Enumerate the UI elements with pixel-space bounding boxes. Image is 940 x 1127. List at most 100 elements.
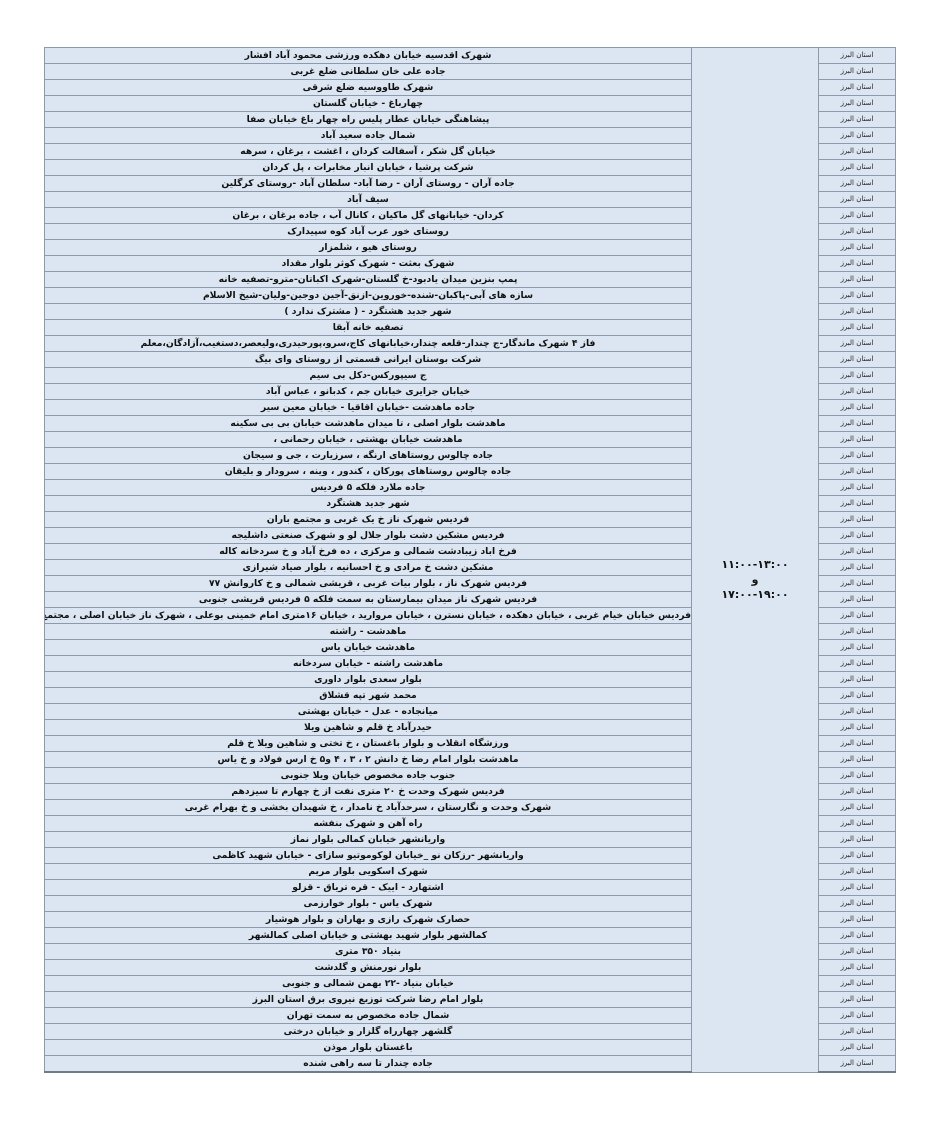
province-cell: استان البرز <box>818 159 896 176</box>
province-cell: استان البرز <box>818 1055 896 1073</box>
province-cell: استان البرز <box>818 399 896 416</box>
table-row: شهر جدید هشتگرد - ( مشترک ندارد ) استان ا… <box>44 303 896 320</box>
address-cell: روستای هیو ، شلمزار <box>44 239 692 256</box>
address-cell: خیابان گل شکر ، آسفالت کردان ، اغشت ، بر… <box>44 143 692 160</box>
address-cell: ج سیپورکس-دکل بی سیم <box>44 367 692 384</box>
table-row: کردان- خیابانهای گل ماکیان ، کانال آب ، … <box>44 207 896 224</box>
table-row: شهرک یاس - بلوار خوارزمی استان البرز <box>44 895 896 912</box>
province-cell: استان البرز <box>818 559 896 576</box>
province-cell: استان البرز <box>818 415 896 432</box>
table-row: سازه های آبی-پاکبان-شنده-خوروین-ازنق-آجی… <box>44 287 896 304</box>
province-cell: استان البرز <box>818 735 896 752</box>
address-cell: واریانشهر خیابان کمالی بلوار نماز <box>44 831 692 848</box>
province-cell: استان البرز <box>818 191 896 208</box>
province-cell: استان البرز <box>818 543 896 560</box>
address-cell: شمال جاده مخصوص به سمت تهران <box>44 1007 692 1024</box>
address-cell: بلوار امام رضا شرکت توزیع نیروی برق استا… <box>44 991 692 1008</box>
address-cell: شهر جدید هشتگرد <box>44 495 692 512</box>
table-row: فاز ۴ شهرک ماندگار-ج چندار-قلعه چندار،خی… <box>44 335 896 352</box>
address-cell: فردیس مشکین دشت بلوار جلال لو و شهرک صنع… <box>44 527 692 544</box>
province-cell: استان البرز <box>818 111 896 128</box>
province-cell: استان البرز <box>818 1007 896 1024</box>
table-row: ورزشگاه انقلاب و بلوار باغستان ، خ تختی … <box>44 735 896 752</box>
address-cell: کردان- خیابانهای گل ماکیان ، کانال آب ، … <box>44 207 692 224</box>
address-cell: ماهدشت خیابان بهشتی ، خیابان رحمانی ، <box>44 431 692 448</box>
table-row: خیابان گل شکر ، آسفالت کردان ، اغشت ، بر… <box>44 143 896 160</box>
province-cell: استان البرز <box>818 527 896 544</box>
province-cell: استان البرز <box>818 975 896 992</box>
address-cell: محمد شهر تپه قشلاق <box>44 687 692 704</box>
address-cell: خیابان بنیاد -۲۲ بهمن شمالی و جنوبی <box>44 975 692 992</box>
address-cell: شهرک وحدت و نگارستان ، سرحدآباد خ نامدار… <box>44 799 692 816</box>
table-row: ماهدشت بلوار اصلی ، تا میدان ماهدشت خیاب… <box>44 415 896 432</box>
province-cell: استان البرز <box>818 639 896 656</box>
province-cell: استان البرز <box>818 815 896 832</box>
table-row: ماهدشت خیابان بهشتی ، خیابان رحمانی ، است… <box>44 431 896 448</box>
province-cell: استان البرز <box>818 79 896 96</box>
province-cell: استان البرز <box>818 623 896 640</box>
address-cell: فردیس شهرک ناز ، بلوار بیات غربی ، قریشی… <box>44 575 692 592</box>
address-cell: راه آهن و شهرک بنفشه <box>44 815 692 832</box>
table-row: ماهدشت - راشته استان البرز <box>44 623 896 640</box>
time-window-second: ۱۷:۰۰-۱۹:۰۰ <box>721 588 789 602</box>
schedule-table-body: شهرک اقدسیه خیابان دهکده ورزشی محمود آبا… <box>44 47 896 1073</box>
table-row: روستای هیو ، شلمزار استان البرز <box>44 239 896 256</box>
province-cell: استان البرز <box>818 671 896 688</box>
address-cell: تصفیه خانه آبقا <box>44 319 692 336</box>
address-cell: شهرک طاووسیه ضلع شرقی <box>44 79 692 96</box>
province-cell: استان البرز <box>818 63 896 80</box>
address-cell: بلوار نورمنش و گلدشت <box>44 959 692 976</box>
province-cell: استان البرز <box>818 255 896 272</box>
table-row: جاده ملارد فلکه ۵ فردیس استان البرز <box>44 479 896 496</box>
address-cell: سیف آباد <box>44 191 692 208</box>
table-row: جاده ماهدشت -خیابان اقاقیا - خیابان معین… <box>44 399 896 416</box>
table-row: اشتهارد - اییک - قره تریاق - قزلو استان ا… <box>44 879 896 896</box>
address-cell: اشتهارد - اییک - قره تریاق - قزلو <box>44 879 692 896</box>
province-cell: استان البرز <box>818 1023 896 1040</box>
province-cell: استان البرز <box>818 511 896 528</box>
address-cell: بلوار سعدی بلوار داوری <box>44 671 692 688</box>
province-cell: استان البرز <box>818 239 896 256</box>
table-row: جاده چندار تا سه راهی شنده استان البرز <box>44 1055 896 1073</box>
province-cell: استان البرز <box>818 463 896 480</box>
province-cell: استان البرز <box>818 943 896 960</box>
province-cell: استان البرز <box>818 751 896 768</box>
address-cell: پمپ بنزین میدان یادبود-خ گلستان-شهرک اکب… <box>44 271 692 288</box>
address-cell: سازه های آبی-پاکبان-شنده-خوروین-ازنق-آجی… <box>44 287 692 304</box>
table-row: روستای خور عرب آباد کوه سپیدارک استان الب… <box>44 223 896 240</box>
table-row: شهرک طاووسیه ضلع شرقی استان البرز <box>44 79 896 96</box>
address-cell: فرخ اباد زیبادشت شمالی و مرکزی ، ده فرخ … <box>44 543 692 560</box>
province-cell: استان البرز <box>818 655 896 672</box>
address-cell: شهرک اقدسیه خیابان دهکده ورزشی محمود آبا… <box>44 47 692 64</box>
province-cell: استان البرز <box>818 479 896 496</box>
province-cell: استان البرز <box>818 367 896 384</box>
table-row: کمالشهر بلوار شهید بهشتی و خیابان اصلی ک… <box>44 927 896 944</box>
address-cell: فردیس شهرک ناز میدان بیمارستان به سمت فل… <box>44 591 692 608</box>
province-cell: استان البرز <box>818 911 896 928</box>
province-cell: استان البرز <box>818 687 896 704</box>
table-row: شهرک اقدسیه خیابان دهکده ورزشی محمود آبا… <box>44 47 896 1073</box>
time-window-cell: ۱۱:۰۰-۱۳:۰۰ و ۱۷:۰۰-۱۹:۰۰ <box>691 47 819 1073</box>
province-cell: استان البرز <box>818 783 896 800</box>
province-cell: استان البرز <box>818 863 896 880</box>
address-cell: ماهدشت بلوار اصلی ، تا میدان ماهدشت خیاب… <box>44 415 692 432</box>
province-cell: استان البرز <box>818 991 896 1008</box>
province-cell: استان البرز <box>818 431 896 448</box>
address-cell: فردیس خیابان خیام غربی ، خیابان دهکده ، … <box>44 607 692 624</box>
province-cell: استان البرز <box>818 879 896 896</box>
province-cell: استان البرز <box>818 847 896 864</box>
province-cell: استان البرز <box>818 831 896 848</box>
table-row: بنیاد ۳۵۰ متری استان البرز <box>44 943 896 960</box>
address-cell: جاده ملارد فلکه ۵ فردیس <box>44 479 692 496</box>
province-cell: استان البرز <box>818 207 896 224</box>
province-cell: استان البرز <box>818 223 896 240</box>
province-cell: استان البرز <box>818 143 896 160</box>
address-cell: روستای خور عرب آباد کوه سپیدارک <box>44 223 692 240</box>
address-cell: بنیاد ۳۵۰ متری <box>44 943 692 960</box>
table-row: پیشاهنگی خیابان عطار پلیس راه چهار باغ خ… <box>44 111 896 128</box>
address-cell: فردیس شهرک وحدت خ ۲۰ متری نفت از خ چهارم… <box>44 783 692 800</box>
province-cell: استان البرز <box>818 959 896 976</box>
outage-schedule-table: شهرک اقدسیه خیابان دهکده ورزشی محمود آبا… <box>44 47 896 1073</box>
address-cell: جاده ماهدشت -خیابان اقاقیا - خیابان معین… <box>44 399 692 416</box>
province-cell: استان البرز <box>818 607 896 624</box>
